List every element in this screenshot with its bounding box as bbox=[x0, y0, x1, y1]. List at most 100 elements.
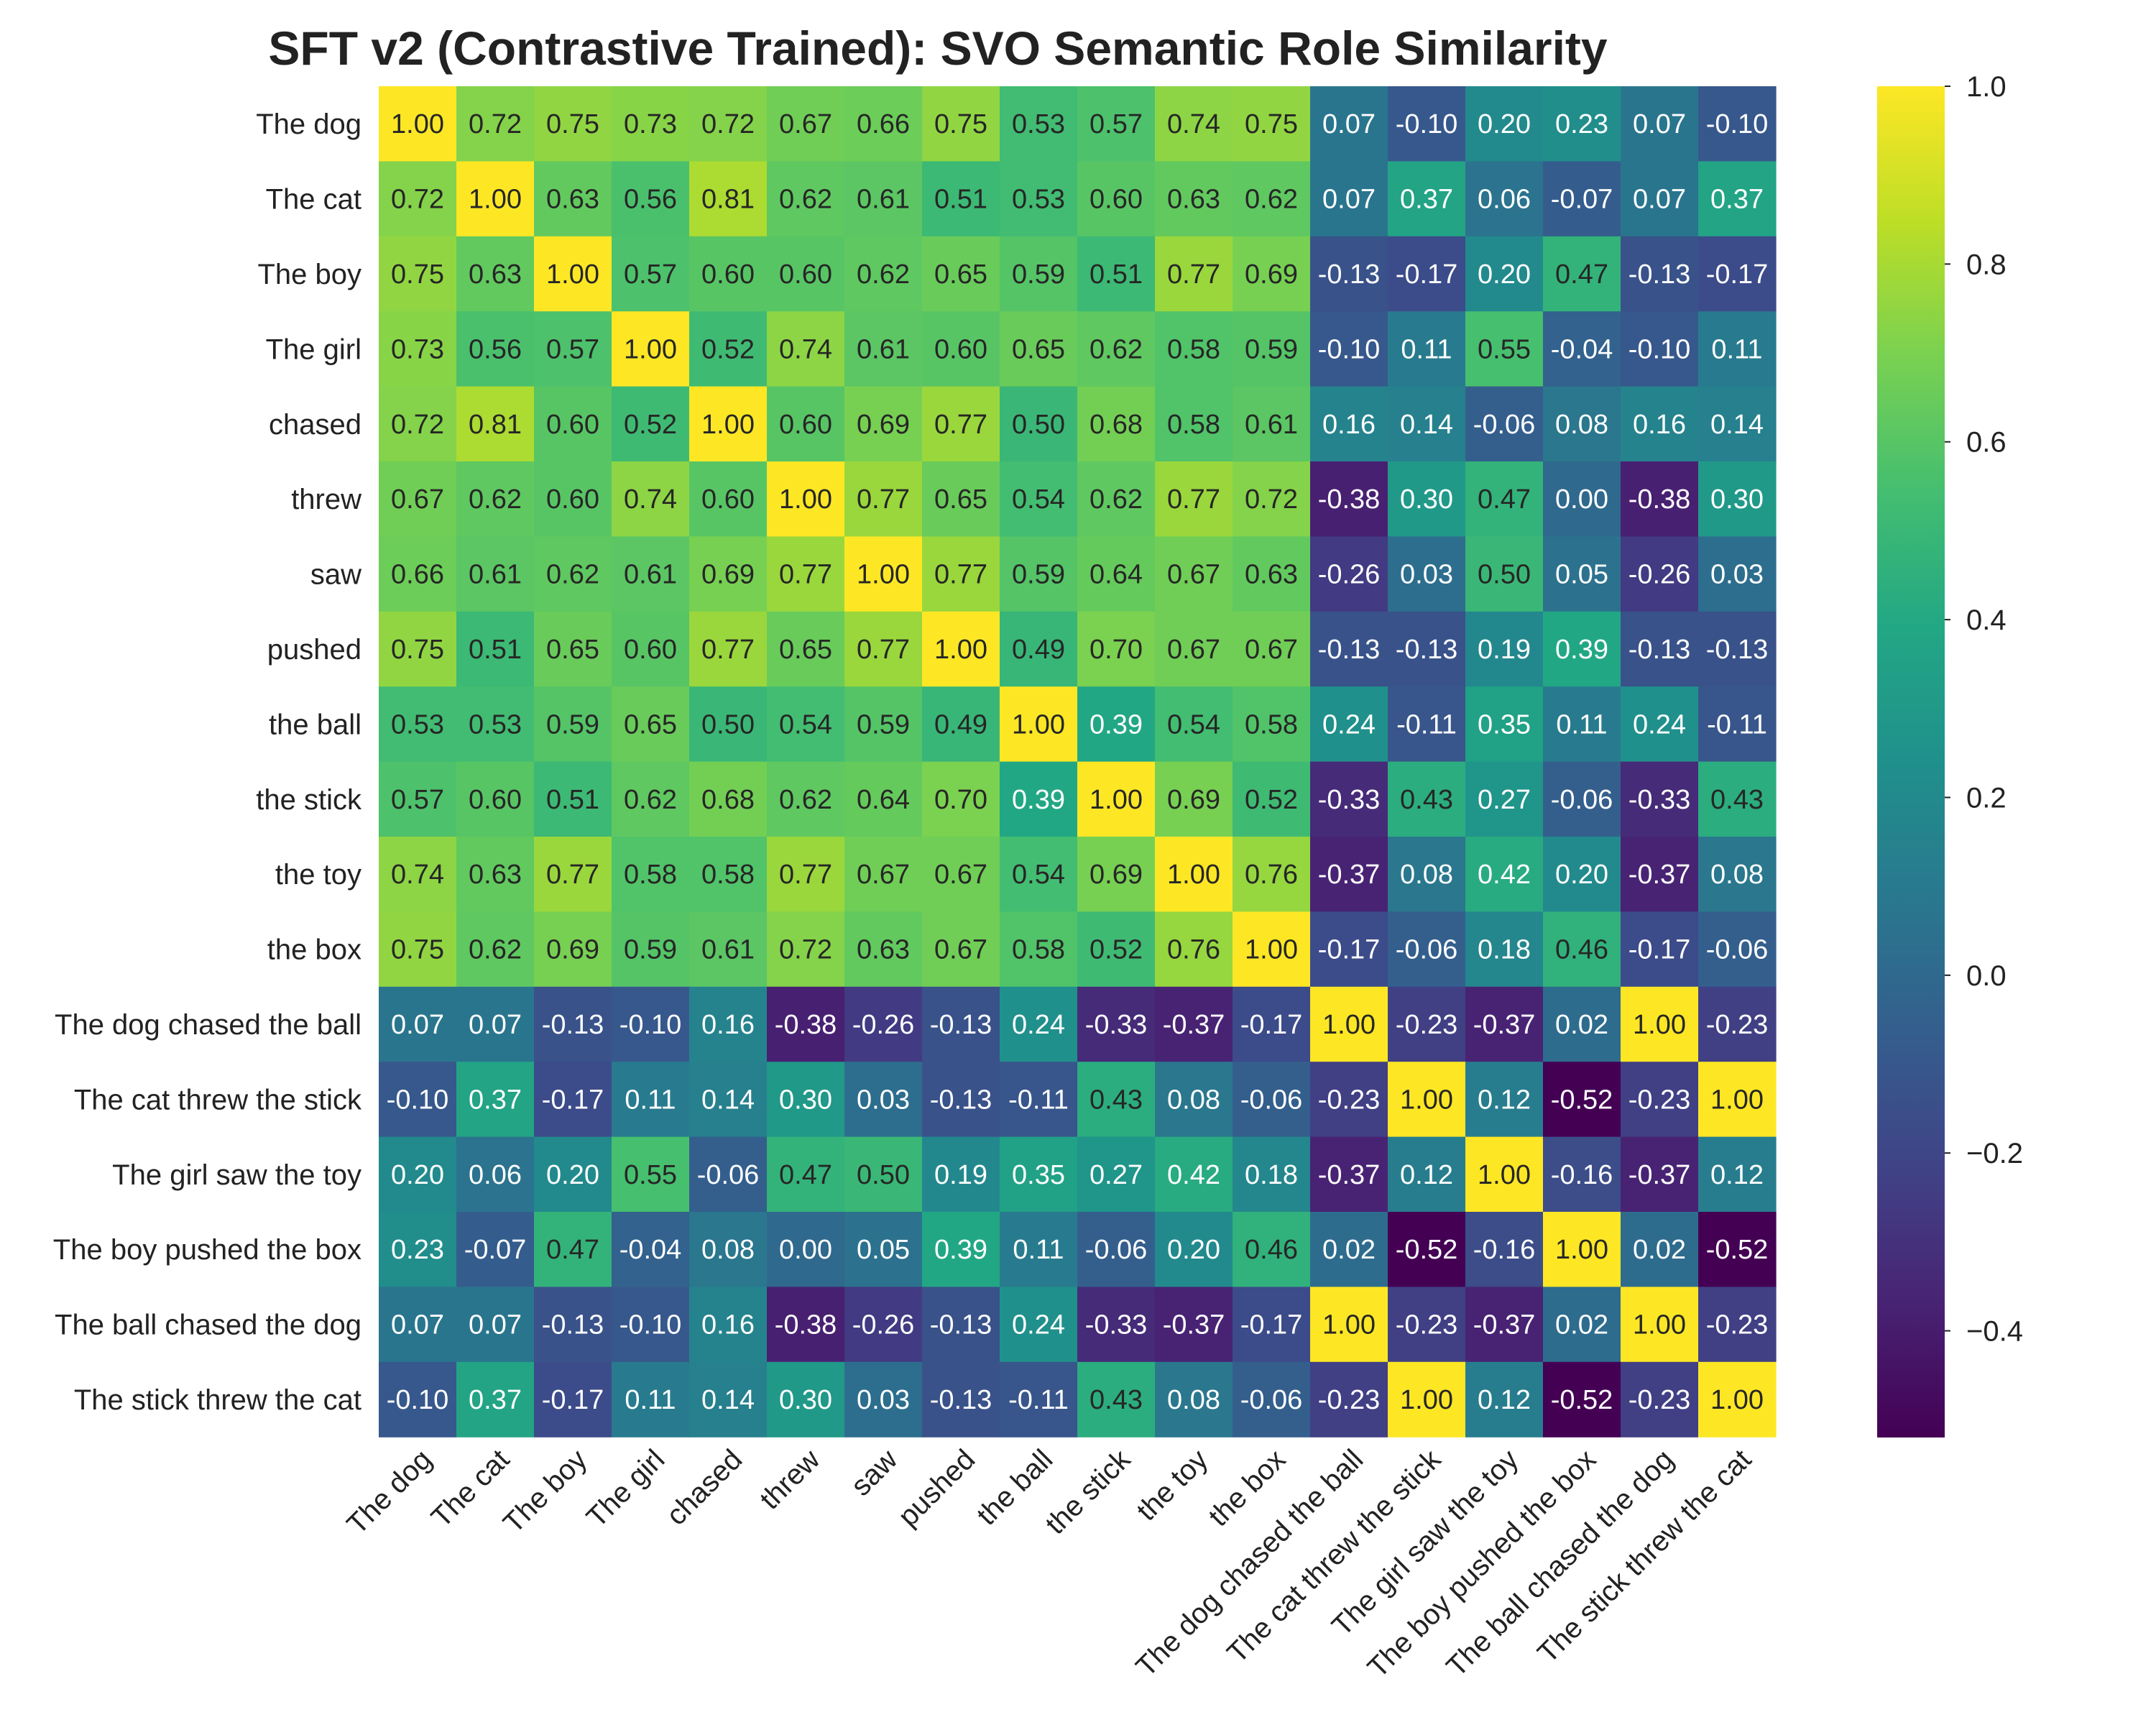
cell-value-label: 0.65 bbox=[779, 635, 832, 665]
heatmap-cell bbox=[844, 1136, 923, 1213]
heatmap-cell bbox=[1310, 1287, 1388, 1363]
heatmap-cell bbox=[534, 1287, 612, 1363]
heatmap-cell bbox=[1698, 536, 1777, 612]
cell-value-label: 0.39 bbox=[934, 1235, 987, 1265]
heatmap-cell bbox=[689, 386, 768, 462]
cell-value-label: 0.74 bbox=[624, 484, 677, 515]
cell-value-label: -0.13 bbox=[1628, 259, 1691, 290]
heatmap-cell bbox=[844, 236, 923, 312]
cell-value-label: 1.00 bbox=[1400, 1085, 1453, 1115]
heatmap-cell bbox=[534, 837, 612, 912]
heatmap-cell bbox=[767, 1212, 845, 1287]
cell-value-label: 0.75 bbox=[1245, 109, 1298, 139]
cell-value-label: 0.07 bbox=[1633, 109, 1686, 139]
heatmap-cell bbox=[1233, 236, 1311, 312]
cell-value-label: 0.77 bbox=[1167, 259, 1220, 290]
colorbar-tick-label: −0.2 bbox=[1966, 1138, 2023, 1169]
cell-value-label: 0.08 bbox=[1167, 1085, 1220, 1115]
heatmap-cell bbox=[1077, 686, 1156, 763]
cell-value-label: 0.52 bbox=[624, 410, 677, 440]
heatmap-cell bbox=[767, 986, 845, 1062]
cell-value-label: 0.77 bbox=[1167, 484, 1220, 515]
heatmap-cell bbox=[1543, 761, 1621, 837]
heatmap-cell bbox=[1543, 986, 1621, 1062]
cell-value-label: 0.47 bbox=[546, 1235, 599, 1265]
cell-value-label: 0.55 bbox=[624, 1160, 677, 1190]
heatmap-cell bbox=[1543, 1136, 1621, 1213]
cell-value-label: 0.03 bbox=[1400, 560, 1453, 590]
heatmap-cell bbox=[922, 837, 1000, 912]
cell-value-label: 0.69 bbox=[1167, 785, 1220, 815]
cell-value-label: 0.67 bbox=[1167, 635, 1220, 665]
heatmap-cell bbox=[1465, 1212, 1544, 1287]
heatmap-cell bbox=[844, 1361, 923, 1438]
cell-value-label: 0.75 bbox=[391, 935, 444, 965]
heatmap-cell bbox=[456, 761, 535, 837]
heatmap-cell bbox=[1698, 911, 1777, 988]
heatmap-cell bbox=[1388, 686, 1466, 763]
heatmap-cell bbox=[922, 1287, 1000, 1363]
heatmap-cell bbox=[1000, 236, 1078, 312]
heatmap-cell bbox=[534, 86, 612, 162]
heatmap-cell bbox=[844, 161, 923, 237]
heatmap-cell bbox=[1310, 611, 1388, 687]
heatmap-cell bbox=[534, 761, 612, 837]
cell-value-label: 0.67 bbox=[934, 860, 987, 890]
heatmap-cell bbox=[767, 1062, 845, 1138]
heatmap-cell bbox=[1465, 86, 1544, 162]
heatmap-cell bbox=[456, 386, 535, 462]
heatmap-cell bbox=[534, 536, 612, 612]
cell-value-label: 0.77 bbox=[546, 860, 599, 890]
heatmap-cell bbox=[1233, 1287, 1311, 1363]
column-label: the toy bbox=[1130, 1443, 1214, 1527]
cell-value-label: -0.07 bbox=[464, 1235, 527, 1265]
cell-value-label: -0.16 bbox=[1551, 1160, 1613, 1190]
heatmap-cell bbox=[1621, 1287, 1699, 1363]
cell-value-label: 0.27 bbox=[1089, 1160, 1143, 1190]
cell-value-label: 0.74 bbox=[391, 860, 444, 890]
cell-value-label: 0.23 bbox=[1555, 109, 1608, 139]
cell-value-label: 0.00 bbox=[779, 1235, 832, 1265]
cell-value-label: 0.58 bbox=[701, 860, 755, 890]
cell-value-label: 0.19 bbox=[1478, 635, 1531, 665]
heatmap-cell bbox=[1621, 837, 1699, 912]
heatmap-cell bbox=[379, 911, 457, 988]
heatmap-cell bbox=[1233, 86, 1311, 162]
heatmap-cell bbox=[922, 1212, 1000, 1287]
column-label: The boy bbox=[497, 1443, 593, 1539]
cell-value-label: 0.51 bbox=[546, 785, 599, 815]
cell-value-label: 0.58 bbox=[624, 860, 677, 890]
cell-value-label: 1.00 bbox=[1167, 860, 1220, 890]
heatmap-cell bbox=[1000, 686, 1078, 763]
heatmap-cell bbox=[767, 761, 845, 837]
cell-value-label: 0.49 bbox=[934, 709, 987, 740]
heatmap-cell bbox=[1233, 986, 1311, 1062]
heatmap-cell bbox=[922, 461, 1000, 537]
cell-value-label: -0.10 bbox=[387, 1085, 449, 1115]
cell-value-label: 0.46 bbox=[1555, 935, 1608, 965]
heatmap-cell bbox=[612, 761, 690, 837]
heatmap-cell bbox=[844, 311, 923, 387]
row-label: The ball chased the dog bbox=[55, 1310, 361, 1341]
heatmap-cell bbox=[1388, 536, 1466, 612]
heatmap-cell bbox=[1310, 686, 1388, 763]
cell-value-label: 0.66 bbox=[391, 560, 444, 590]
heatmap-cell bbox=[1077, 386, 1156, 462]
heatmap-cell bbox=[922, 1136, 1000, 1213]
cell-value-label: 0.07 bbox=[1322, 109, 1376, 139]
cell-value-label: 0.77 bbox=[934, 410, 987, 440]
cell-value-label: 0.62 bbox=[624, 785, 677, 815]
heatmap-cell bbox=[456, 1136, 535, 1213]
heatmap-cell bbox=[1233, 536, 1311, 612]
cell-value-label: 0.72 bbox=[469, 109, 522, 139]
cell-value-label: 0.37 bbox=[469, 1085, 522, 1115]
cell-value-label: -0.10 bbox=[619, 1310, 682, 1340]
heatmap-cell bbox=[922, 536, 1000, 612]
heatmap-cell bbox=[1000, 761, 1078, 837]
cell-value-label: -0.13 bbox=[542, 1010, 604, 1040]
cell-value-label: -0.11 bbox=[1008, 1085, 1069, 1115]
cell-value-label: 0.20 bbox=[546, 1160, 599, 1190]
heatmap-cell bbox=[1543, 911, 1621, 988]
cell-value-label: 1.00 bbox=[779, 484, 832, 515]
